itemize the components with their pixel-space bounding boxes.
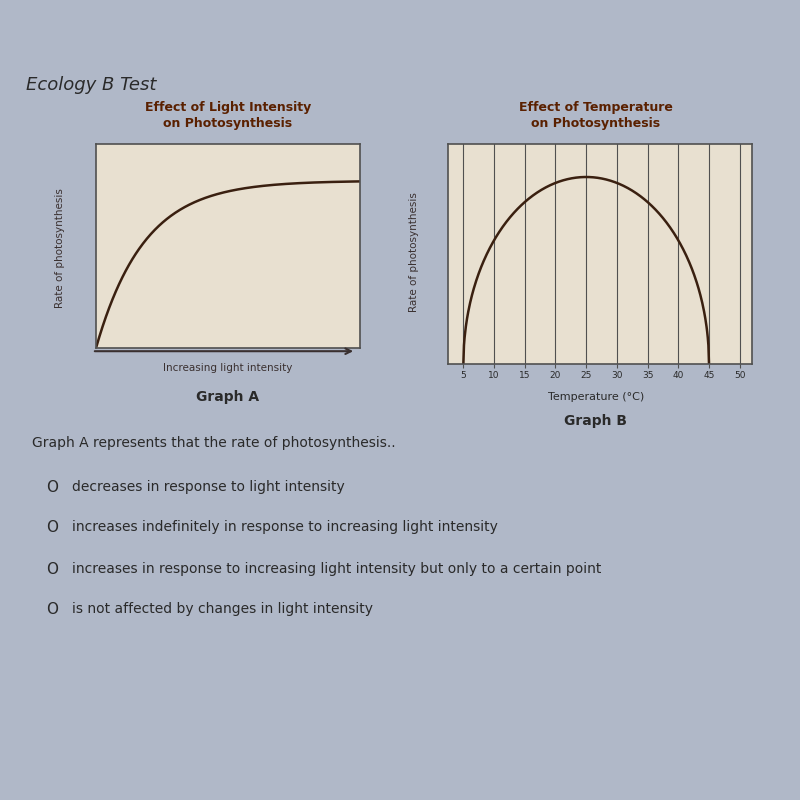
Text: Temperature (°C): Temperature (°C)	[548, 392, 644, 402]
Text: O: O	[46, 562, 58, 577]
Text: is not affected by changes in light intensity: is not affected by changes in light inte…	[72, 602, 373, 616]
Text: Rate of photosynthesis: Rate of photosynthesis	[55, 188, 65, 308]
Text: decreases in response to light intensity: decreases in response to light intensity	[72, 480, 345, 494]
Text: Graph B: Graph B	[565, 414, 627, 429]
Text: increases in response to increasing light intensity but only to a certain point: increases in response to increasing ligh…	[72, 562, 602, 576]
Text: Graph A represents that the rate of photosynthesis..: Graph A represents that the rate of phot…	[32, 436, 396, 450]
Text: O: O	[46, 520, 58, 535]
Text: increases indefinitely in response to increasing light intensity: increases indefinitely in response to in…	[72, 520, 498, 534]
Text: Rate of photosynthesis: Rate of photosynthesis	[410, 192, 419, 312]
Text: Ecology B Test: Ecology B Test	[26, 76, 156, 94]
Text: Effect of Light Intensity
on Photosynthesis: Effect of Light Intensity on Photosynthe…	[145, 101, 311, 130]
Text: Increasing light intensity: Increasing light intensity	[163, 363, 293, 373]
Text: Effect of Temperature
on Photosynthesis: Effect of Temperature on Photosynthesis	[519, 101, 673, 130]
Text: Graph A: Graph A	[197, 390, 259, 403]
Text: O: O	[46, 602, 58, 617]
Text: O: O	[46, 480, 58, 495]
